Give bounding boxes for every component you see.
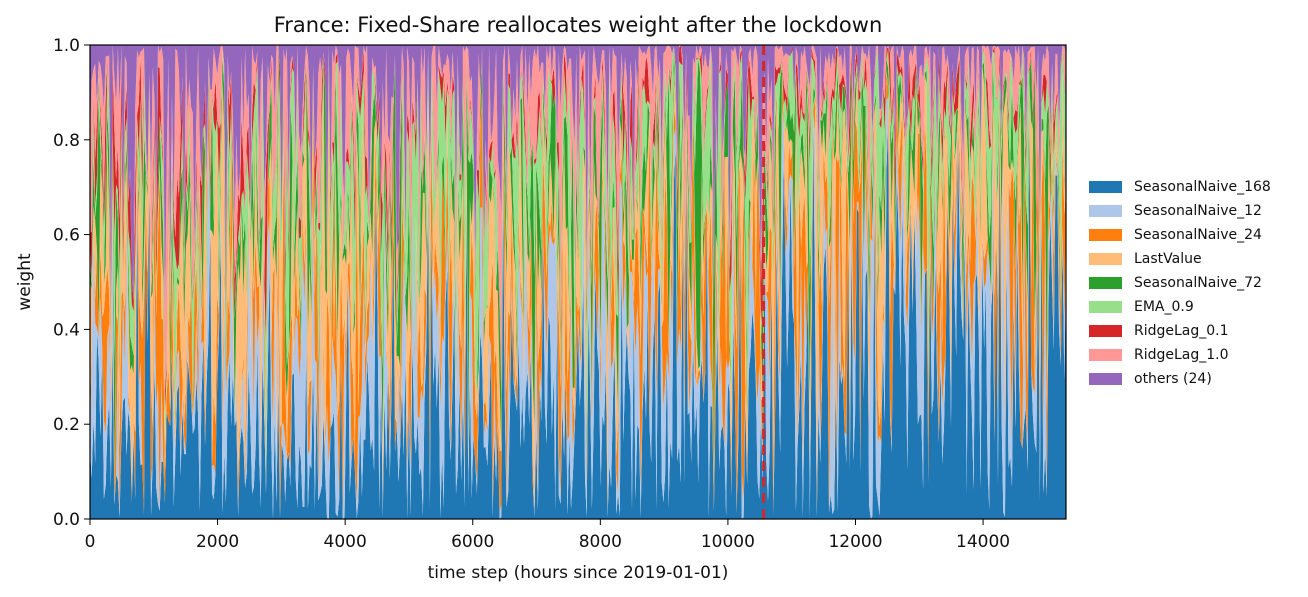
legend-swatch — [1089, 349, 1122, 361]
legend-item: SeasonalNaive_12 — [1089, 199, 1271, 223]
legend-item: SeasonalNaive_168 — [1089, 175, 1271, 199]
x-tick-label: 14000 — [956, 532, 1010, 552]
y-tick-label: 0.4 — [53, 320, 80, 340]
y-axis-label: weight — [15, 253, 35, 311]
x-tick-label: 10000 — [701, 532, 755, 552]
legend-swatch — [1089, 205, 1122, 217]
legend: SeasonalNaive_168 SeasonalNaive_12 Seasona… — [1089, 175, 1271, 391]
area-ridgelag-1-0 — [90, 45, 1066, 392]
y-tick-label: 1.0 — [53, 36, 80, 56]
legend-swatch — [1089, 325, 1122, 337]
x-tick-label: 2000 — [196, 532, 239, 552]
legend-swatch — [1089, 253, 1122, 265]
legend-item: SeasonalNaive_72 — [1089, 271, 1271, 295]
y-tick-label: 0.0 — [53, 510, 80, 530]
legend-swatch — [1089, 373, 1122, 385]
x-tick-label: 0 — [85, 532, 96, 552]
y-axis-ticks: 0.0 0.2 0.4 0.6 0.8 1.0 — [53, 36, 90, 530]
area-ema-0-9 — [90, 45, 1066, 478]
y-tick-label: 0.6 — [53, 226, 80, 246]
legend-item: RidgeLag_0.1 — [1089, 319, 1271, 343]
legend-item: SeasonalNaive_24 — [1089, 223, 1271, 247]
legend-item: LastValue — [1089, 247, 1271, 271]
x-tick-label: 8000 — [579, 532, 622, 552]
x-tick-label: 4000 — [324, 532, 367, 552]
stacked-areas — [90, 45, 1066, 520]
legend-label: EMA_0.9 — [1134, 299, 1194, 315]
legend-label: RidgeLag_1.0 — [1134, 347, 1229, 363]
x-tick-label: 6000 — [451, 532, 494, 552]
legend-label: RidgeLag_0.1 — [1134, 323, 1229, 339]
area-seasonalnaive-12 — [90, 89, 1066, 520]
y-tick-label: 0.2 — [53, 415, 80, 435]
chart-title: France: Fixed-Share reallocates weight a… — [274, 13, 883, 37]
plot-frame — [89, 44, 1067, 520]
legend-item: others (24) — [1089, 367, 1271, 391]
x-tick-label: 12000 — [828, 532, 882, 552]
legend-label: SeasonalNaive_168 — [1134, 179, 1271, 195]
legend-swatch — [1089, 181, 1122, 193]
legend-swatch — [1089, 301, 1122, 313]
legend-label: others (24) — [1134, 371, 1212, 387]
legend-item: RidgeLag_1.0 — [1089, 343, 1271, 367]
legend-label: LastValue — [1134, 251, 1202, 267]
legend-swatch — [1089, 277, 1122, 289]
area-seasonalnaive-168 — [90, 108, 1066, 519]
legend-label: SeasonalNaive_12 — [1134, 203, 1262, 219]
area-lastvalue — [90, 52, 1066, 509]
x-axis-ticks: 0 2000 4000 6000 8000 10000 12000 14000 — [85, 519, 1010, 552]
legend-swatch — [1089, 229, 1122, 241]
legend-label: SeasonalNaive_24 — [1134, 227, 1262, 243]
legend-item: EMA_0.9 — [1089, 295, 1271, 319]
y-tick-label: 0.8 — [53, 131, 80, 151]
legend-label: SeasonalNaive_72 — [1134, 275, 1262, 291]
area-others-24- — [90, 45, 1066, 318]
x-axis-label: time step (hours since 2019-01-01) — [428, 563, 729, 583]
